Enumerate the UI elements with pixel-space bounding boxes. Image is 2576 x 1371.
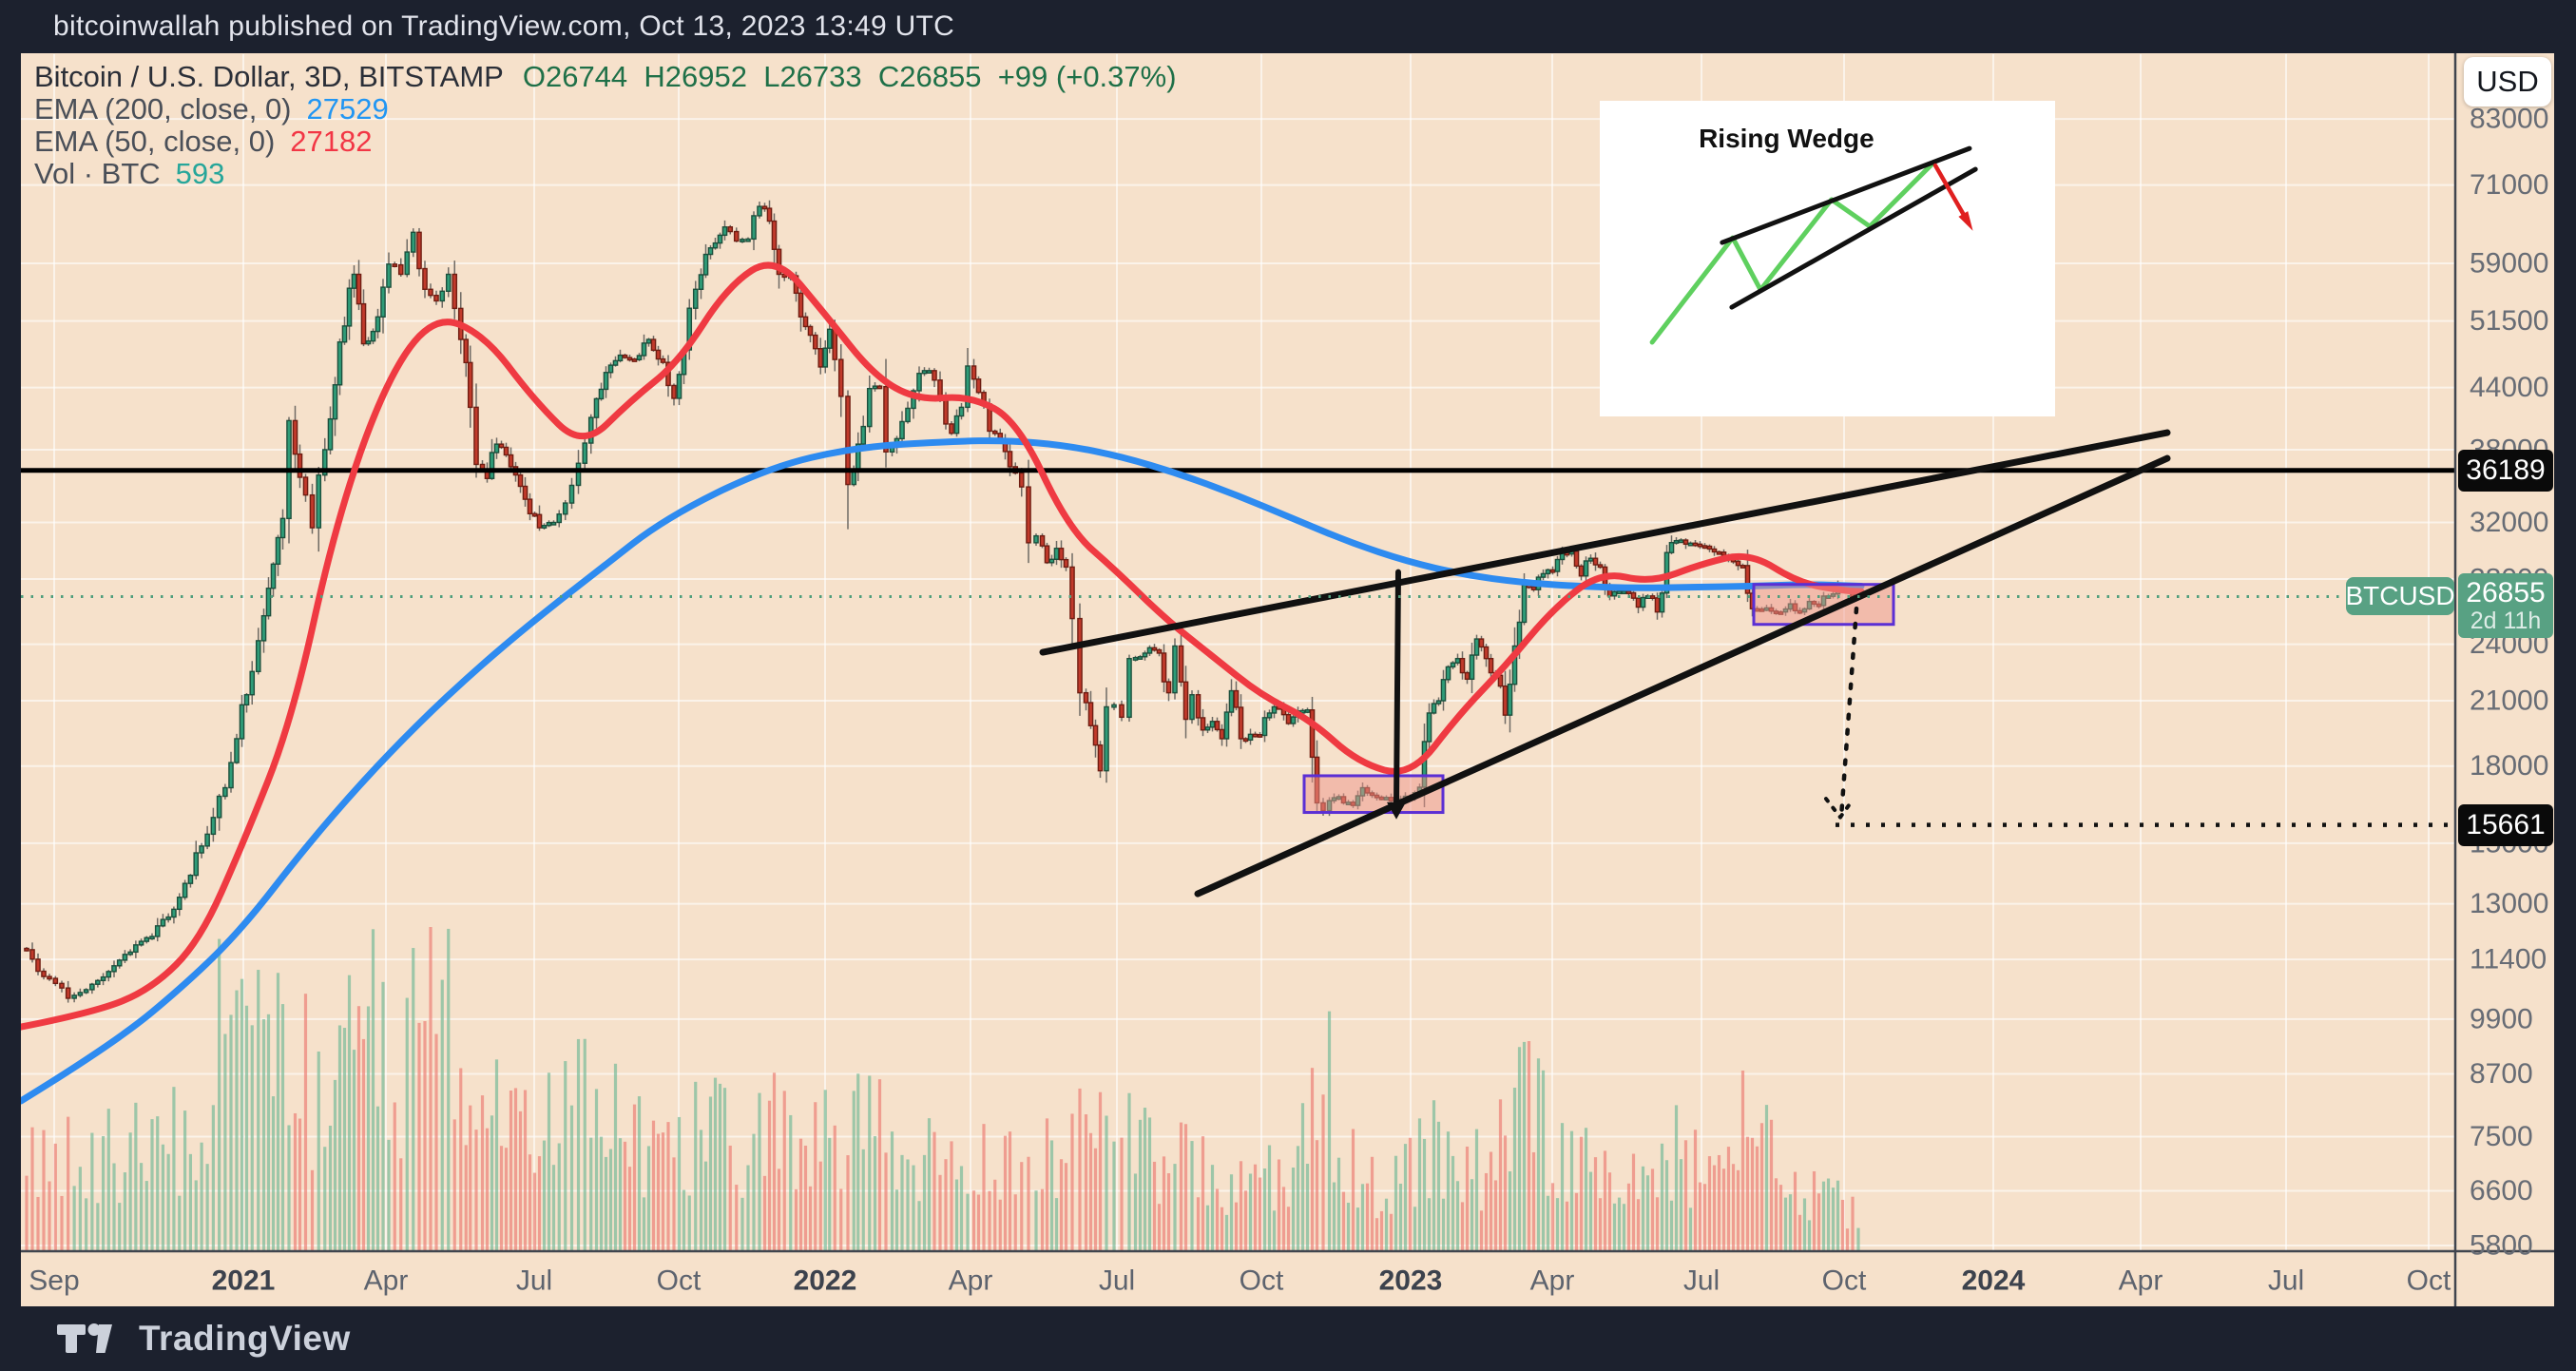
volume-layer bbox=[25, 927, 1860, 1250]
volume-label: Vol · BTC bbox=[34, 157, 161, 190]
resistance-price-label: 36189 bbox=[2458, 449, 2553, 492]
grid-layer bbox=[21, 54, 2455, 1251]
legend: Bitcoin / U.S. Dollar, 3D, BITSTAMP O267… bbox=[34, 60, 1177, 190]
price-tick-label: 6600 bbox=[2470, 1175, 2533, 1207]
legend-ema200-row: EMA (200, close, 0) 27529 bbox=[34, 92, 1177, 126]
wedge-upper-line[interactable] bbox=[1039, 429, 2171, 656]
legend-symbol-row: Bitcoin / U.S. Dollar, 3D, BITSTAMP O267… bbox=[34, 60, 1177, 93]
inset-title: Rising Wedge bbox=[1699, 124, 1874, 153]
price-tick-label: 7500 bbox=[2470, 1121, 2533, 1152]
price-tick-label: 44000 bbox=[2470, 372, 2548, 403]
legend-ema50-row: EMA (50, close, 0) 27182 bbox=[34, 125, 1177, 158]
inset-zigzag bbox=[1649, 161, 1935, 345]
rising-wedge-inset: Rising Wedge bbox=[1600, 101, 2055, 416]
target-price-label: 15661 bbox=[2458, 803, 2553, 846]
header-bar: bitcoinwallah published on TradingView.c… bbox=[0, 0, 2576, 53]
price-tick-label: 18000 bbox=[2470, 750, 2548, 782]
time-axis[interactable]: Sep 2021 Apr Jul Oct 2022 Apr Jul Oct 2023 Apr Jul O… bbox=[29, 1265, 2451, 1297]
symbol-price-flag: BTCUSD bbox=[2345, 577, 2455, 615]
time-tick-label: Jul bbox=[516, 1265, 552, 1297]
time-tick-label: Apr bbox=[2119, 1265, 2163, 1297]
tradingview-brand-text[interactable]: TradingView bbox=[139, 1319, 351, 1358]
price-tick-label: 9900 bbox=[2470, 1003, 2533, 1034]
price-tick-label: 13000 bbox=[2470, 888, 2548, 919]
ema200-label: EMA (200, close, 0) bbox=[34, 92, 292, 126]
time-tick-label: Jul bbox=[1099, 1265, 1135, 1297]
price-axis[interactable]: 8300071000590005150044000380003200028000… bbox=[2470, 104, 2548, 1262]
time-tick-label: Oct bbox=[1822, 1265, 1867, 1297]
price-tick-label: 5800 bbox=[2470, 1230, 2533, 1262]
candles-layer bbox=[24, 200, 1861, 1003]
time-tick-label: Oct bbox=[2407, 1265, 2451, 1297]
currency-toggle-button[interactable]: USD bbox=[2464, 57, 2551, 106]
rising-wedge-diagram bbox=[1649, 145, 1978, 345]
volume-value: 593 bbox=[175, 157, 225, 190]
footer-bar: TradingView bbox=[0, 1306, 2576, 1371]
price-tick-label: 11400 bbox=[2470, 944, 2547, 975]
ema50-line bbox=[21, 261, 1865, 1031]
inset-breakdown-arrow bbox=[1932, 163, 1970, 224]
symbol-title: Bitcoin / U.S. Dollar, 3D, BITSTAMP bbox=[34, 60, 504, 93]
last-price-value: 26855 bbox=[2466, 576, 2546, 608]
ema200-line bbox=[21, 437, 1865, 1105]
inset-upper-trendline bbox=[1720, 145, 1972, 245]
time-tick-label: Apr bbox=[1530, 1265, 1575, 1297]
ohlc-values: O26744 H26952 L26733 C26855 +99 (+0.37%) bbox=[522, 60, 1177, 93]
projection-dotted-line[interactable] bbox=[1824, 606, 2456, 827]
legend-volume-row: Vol · BTC 593 bbox=[34, 157, 1177, 190]
time-tick-label: Apr bbox=[364, 1265, 409, 1297]
tradingview-logo[interactable] bbox=[55, 1320, 124, 1358]
time-tick-label: Sep bbox=[29, 1265, 79, 1297]
price-tick-label: 32000 bbox=[2470, 507, 2548, 538]
header-text: bitcoinwallah published on TradingView.c… bbox=[53, 10, 955, 42]
time-tick-label: 2023 bbox=[1379, 1265, 1443, 1297]
price-tick-label: 71000 bbox=[2470, 169, 2548, 201]
price-tick-label: 21000 bbox=[2470, 686, 2548, 717]
ema50-label: EMA (50, close, 0) bbox=[34, 125, 276, 158]
inset-lower-trendline bbox=[1729, 166, 1978, 310]
price-tick-label: 83000 bbox=[2470, 104, 2548, 135]
measure-line[interactable] bbox=[1394, 569, 1401, 809]
time-tick-label: 2024 bbox=[1962, 1265, 2026, 1297]
time-tick-label: 2021 bbox=[212, 1265, 276, 1297]
time-tick-label: 2022 bbox=[794, 1265, 857, 1297]
measure-arrowhead bbox=[1387, 801, 1406, 820]
inset-arrowhead bbox=[1958, 211, 1973, 231]
time-tick-label: Jul bbox=[2268, 1265, 2304, 1297]
wedge-lower-line[interactable] bbox=[1194, 454, 2171, 898]
bar-countdown: 2d 11h bbox=[2470, 607, 2542, 634]
time-tick-label: Jul bbox=[1683, 1265, 1720, 1297]
time-tick-label: Oct bbox=[657, 1265, 702, 1297]
price-tick-label: 51500 bbox=[2470, 305, 2548, 337]
time-tick-label: Apr bbox=[949, 1265, 993, 1297]
ema200-value: 27529 bbox=[306, 92, 389, 126]
ema50-value: 27182 bbox=[290, 125, 373, 158]
last-price-flag: 26855 2d 11h bbox=[2458, 573, 2553, 638]
price-tick-label: 59000 bbox=[2470, 248, 2548, 280]
time-tick-label: Oct bbox=[1240, 1265, 1284, 1297]
price-tick-label: 8700 bbox=[2470, 1058, 2533, 1090]
